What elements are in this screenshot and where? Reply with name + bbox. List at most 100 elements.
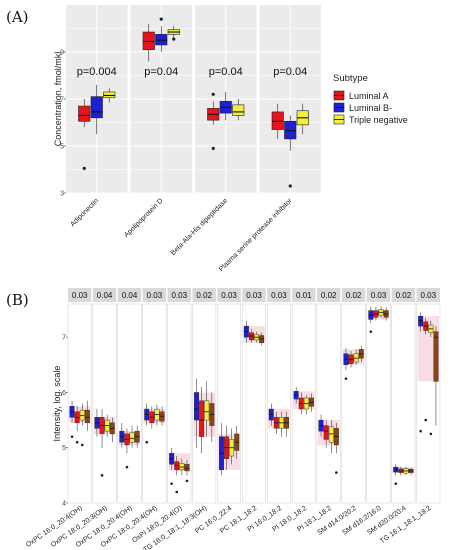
box-b4 [234, 425, 240, 459]
facet-strip [192, 288, 216, 302]
p-value-label: p=0.004 [77, 66, 117, 78]
box-b2 [398, 466, 404, 476]
box-b4 [408, 467, 414, 476]
box-b4 [109, 417, 115, 443]
outlier-point [419, 429, 422, 433]
box-b3 [254, 331, 260, 343]
facet-background [242, 303, 266, 504]
box-body [179, 463, 185, 471]
facet-strip [341, 288, 366, 302]
y-tick-label-b: 6 [62, 390, 66, 397]
box-b4 [84, 400, 90, 432]
box-luminal-b- [284, 115, 297, 188]
iqr-highlight [367, 309, 390, 320]
facet-background [391, 303, 416, 504]
box-triple-negative [296, 103, 309, 135]
y-tick-label-b: 4 [62, 501, 66, 508]
facet-strip [317, 288, 341, 302]
legend-title: Subtype [333, 73, 368, 84]
box-b1 [268, 403, 274, 426]
outlier-point [175, 490, 179, 494]
facet-strip [292, 288, 316, 302]
outlier-point [100, 474, 104, 477]
box-body [204, 400, 210, 421]
panel-label-b: (B) [6, 291, 29, 309]
box-b3 [328, 420, 334, 454]
legend-a: Subtype Luminal A Luminal B- Triple negativ… [333, 73, 408, 125]
box-b2 [248, 328, 254, 343]
legend-entry-label: Luminal B- [349, 103, 392, 113]
y-axis-title-a: Concentration, fmol/mkl [53, 52, 63, 147]
box-b2 [273, 411, 279, 434]
box-body [232, 104, 245, 116]
box-b1 [119, 422, 125, 448]
box-luminal-b- [155, 17, 168, 52]
box-body [78, 105, 91, 122]
box-body [433, 331, 439, 382]
box-b2 [298, 392, 304, 415]
outlier-point [369, 330, 373, 333]
outlier-point [335, 471, 338, 474]
box-b4 [333, 422, 339, 474]
box-body [284, 121, 297, 140]
box-b4 [159, 406, 165, 426]
outlier-point [429, 432, 433, 436]
facet-strip [142, 288, 167, 302]
box-b1 [318, 414, 324, 437]
p-value-label: 0.04 [97, 291, 113, 300]
box-body [129, 432, 135, 443]
box-b3 [179, 458, 185, 476]
box-body [84, 409, 90, 424]
box-b4 [209, 392, 215, 443]
p-value-label: 0.03 [371, 291, 387, 300]
outlier-point [394, 482, 398, 485]
box-b1 [243, 320, 249, 343]
box-luminal-b- [219, 91, 232, 121]
box-triple-negative [232, 99, 245, 121]
box-b4 [184, 459, 190, 483]
facet-strip [391, 288, 416, 302]
p-value-label: 0.03 [172, 291, 188, 300]
box-b3 [403, 466, 409, 476]
box-b3 [104, 414, 110, 437]
box-luminal-a [78, 99, 91, 170]
box-b3 [378, 306, 384, 318]
box-b1 [94, 409, 100, 437]
y-tick-label-a: 3 [60, 191, 64, 198]
box-b3 [154, 404, 160, 426]
x-tick-label-a: Apolipoprotein D [123, 197, 165, 239]
facet-background [117, 303, 142, 504]
box-b4 [284, 411, 289, 437]
box-b1 [393, 464, 399, 485]
facet-strip [92, 288, 117, 302]
p-value-label: 0.03 [221, 291, 237, 300]
box-body [155, 34, 168, 46]
p-value-label: 0.03 [246, 291, 262, 300]
box-b4 [309, 393, 314, 412]
outlier-point [288, 184, 292, 188]
box-b3 [229, 428, 235, 465]
outlier-point [170, 482, 173, 485]
box-triple-negative [167, 26, 180, 41]
box-b3 [129, 425, 135, 448]
box-b2 [373, 306, 379, 321]
box-body [418, 315, 424, 327]
box-luminal-a [207, 92, 220, 150]
box-b3 [204, 381, 210, 437]
box-body [194, 392, 200, 421]
box-b2 [124, 428, 130, 469]
p-value-label: p=0.04 [273, 66, 307, 78]
p-value-label: 0.03 [147, 291, 163, 300]
p-value-label: 0.03 [72, 291, 88, 300]
box-body [323, 425, 329, 440]
facet-strip [242, 288, 266, 302]
box-b3 [303, 395, 309, 415]
p-value-label: 0.03 [421, 291, 437, 300]
box-luminal-a [142, 23, 155, 62]
p-value-label: 0.02 [396, 291, 412, 300]
outlier-point [82, 166, 86, 170]
legend-entry-label: Triple negative [349, 115, 408, 125]
box-b1 [169, 447, 175, 485]
box-b1 [343, 348, 349, 380]
box-b2 [199, 386, 205, 454]
